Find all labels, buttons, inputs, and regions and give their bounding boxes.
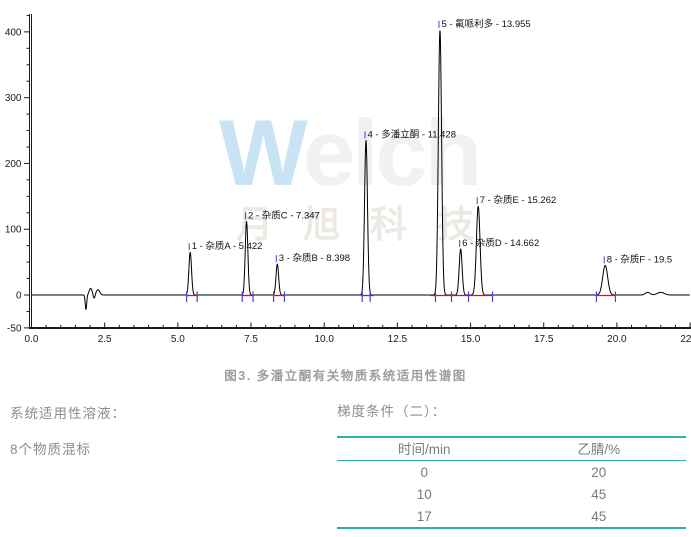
figure-caption: 图3. 多潘立酮有关物质系统适用性谱图 [224,369,467,383]
peak-label-7: 7 - 杂质E - 15.262 [480,194,557,206]
y-tick-label: 0 [16,291,22,302]
gradient-cell: 45 [591,487,607,502]
peak-label-5: 5 - 氟哌利多 - 13.955 [441,18,530,30]
y-tick-label: -50 [7,323,22,334]
x-tick-label: 17.5 [534,334,554,345]
solution-label: 系统适用性溶液： [10,406,126,421]
gradient-header-row: 时间/min 乙腈/% [337,437,686,461]
peak-label-3: 3 - 杂质B - 8.398 [279,252,350,264]
solution-value: 8个物质混标 [10,442,92,457]
gradient-title: 梯度条件（二）： [337,404,447,419]
peak-label-1: 1 - 杂质A - 5.422 [192,240,263,252]
y-tick-label: 200 [5,159,22,170]
chromatogram-svg: 400 300 200 100 0 -500.0 2.5 5.0 7.5 10.0 12.5 15.0… [5,14,691,345]
x-tick-label: 2.5 [98,334,112,345]
gradient-cell: 45 [591,509,607,524]
chromatogram: Welch 月旭科技 400 300 200 100 0 -50 0.0 2.5 5.0 7.5 1… [5,14,691,345]
peak-label-2: 2 - 杂质C - 7.347 [248,209,320,221]
x-tick-label: 15.0 [461,334,481,345]
gradient-cell: 0 [420,465,428,480]
peak-label-6: 6 - 杂质D - 14.662 [462,237,539,249]
gradient-col-time: 时间/min [337,437,512,461]
x-tick-label: 10.0 [314,334,334,345]
gradient-cell: 20 [591,465,607,480]
gradient-row: 0 20 [337,461,686,484]
y-tick-label: 300 [5,93,22,104]
gradient-row: 10 45 [337,483,686,505]
x-tick-label: 20.0 [607,334,627,345]
watermark-subtext: 月旭科技 [236,204,504,245]
x-tick-label: 12.5 [388,334,408,345]
gradient-table: 时间/min 乙腈/% 0 20 10 45 17 45 [337,436,686,529]
signal-trace [31,30,690,310]
gradient-cell: 17 [416,509,432,524]
gradient-row: 17 45 [337,505,686,528]
y-tick-label: 100 [5,225,22,236]
watermark-logo-rest: elch [303,100,482,205]
watermark-logo-w: W [219,100,306,205]
x-tick-label: 7.5 [244,334,258,345]
x-tick-label: 22.5 [680,334,691,345]
x-tick-label: 0.0 [25,334,39,345]
watermark-logo: Welch [219,106,482,200]
gradient-cell: 10 [416,487,432,502]
x-tick-label: 5.0 [171,334,185,345]
peak-label-4: 4 - 多潘立酮 - 11.428 [367,128,456,140]
peak-label-8: 8 - 杂质F - 19.5 [607,253,672,265]
gradient-col-acn: 乙腈/% [511,437,686,461]
y-tick-label: 400 [5,27,22,38]
